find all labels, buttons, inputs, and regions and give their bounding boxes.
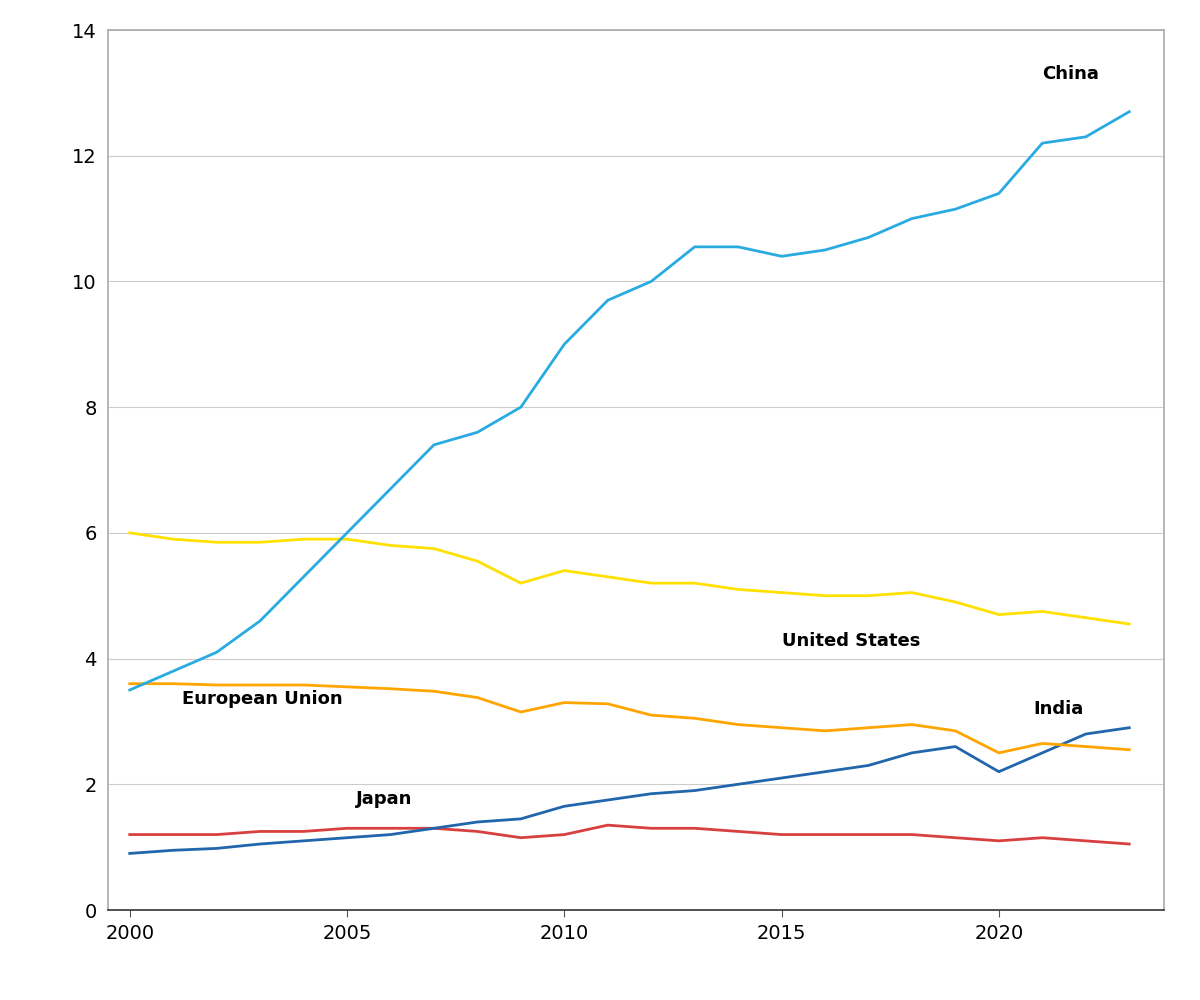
Text: India: India: [1033, 700, 1084, 718]
Text: China: China: [1043, 65, 1099, 83]
Text: Japan: Japan: [355, 790, 412, 808]
Text: European Union: European Union: [182, 690, 342, 708]
Text: United States: United States: [781, 632, 920, 650]
